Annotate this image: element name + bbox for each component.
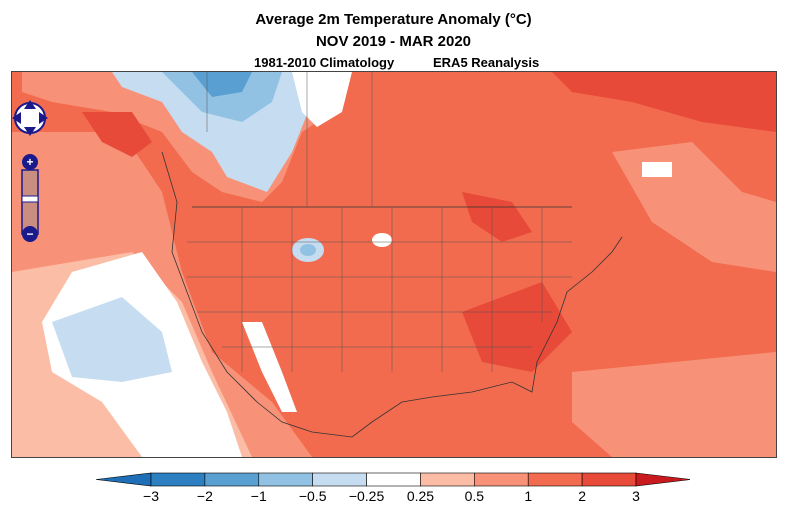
color-bar <box>96 472 690 487</box>
color-bar-cell <box>150 472 206 487</box>
anomaly-region-warm-northeast <box>552 72 776 132</box>
color-bar-tick-label: −1 <box>250 488 267 504</box>
map-navigation: + − <box>12 100 48 242</box>
color-bar-tick-label: 1 <box>524 488 533 504</box>
province-lines <box>206 72 373 207</box>
color-bar-cell <box>258 472 313 487</box>
zoom-out-icon: − <box>26 227 33 241</box>
anomaly-region-neutral-dakota <box>372 233 392 247</box>
dataset-label: ERA5 Reanalysis <box>433 55 540 70</box>
pan-right-icon <box>39 112 48 124</box>
anomaly-field <box>12 72 776 457</box>
color-bar-cell <box>581 472 637 487</box>
color-bar-cell <box>474 472 529 487</box>
anomaly-region-cool-pacific <box>52 297 172 382</box>
anomaly-region-warm-lakes <box>462 192 532 242</box>
anomaly-region-warm-bc <box>82 112 152 157</box>
color-bar-tick-label: 3 <box>632 488 640 504</box>
coastline-path <box>161 151 623 438</box>
anomaly-map[interactable] <box>11 71 777 458</box>
color-bar-tick-label: −2 <box>196 488 213 504</box>
pan-down-icon <box>24 127 36 136</box>
pan-up-icon <box>24 100 36 109</box>
color-bar-over-arrow <box>635 472 690 487</box>
state-lines-vertical <box>241 207 543 372</box>
color-bar-tick-label: 0.5 <box>464 488 485 504</box>
anomaly-region-caribbean <box>572 352 776 457</box>
anomaly-region-neutral-quebec <box>642 162 672 177</box>
anomaly-region-cold-canada <box>162 72 282 122</box>
color-bar-under-arrow <box>96 472 152 487</box>
color-bar-cell <box>312 472 367 487</box>
zoom-out-circle <box>22 226 38 242</box>
zoom-in-button[interactable]: + <box>22 154 38 170</box>
map-period: NOV 2019 - MAR 2020 <box>315 33 472 50</box>
color-bar-cell <box>420 472 475 487</box>
zoom-slider-thumb[interactable] <box>21 195 39 203</box>
color-bar-tick-label: 0.25 <box>406 488 435 504</box>
pan-left-icon <box>12 112 21 124</box>
state-lines-horizontal <box>187 241 572 348</box>
color-bar-cell <box>527 472 583 487</box>
anomaly-region-neutral-baja <box>242 322 297 412</box>
zoom-in-icon: + <box>26 155 33 169</box>
zoom-in-circle <box>22 154 38 170</box>
anomaly-region-cold-wyoming <box>300 244 316 256</box>
color-bar-tick-label: −0.5 <box>298 488 327 504</box>
boundary-lines <box>161 72 623 438</box>
color-bar-tick-label: −3 <box>143 488 159 504</box>
anomaly-region-warm-southeast <box>462 282 572 372</box>
climatology-label: 1981-2010 Climatology <box>254 55 395 70</box>
color-bar-tick-label: −0.25 <box>348 488 385 504</box>
color-bar-tick-label: 2 <box>578 488 587 504</box>
pan-control[interactable] <box>12 100 48 136</box>
map-title: Average 2m Temperature Anomaly (°C) <box>255 11 532 28</box>
color-bar-cell <box>204 472 260 487</box>
color-bar-cell <box>366 472 421 487</box>
zoom-out-button[interactable]: − <box>22 226 38 242</box>
